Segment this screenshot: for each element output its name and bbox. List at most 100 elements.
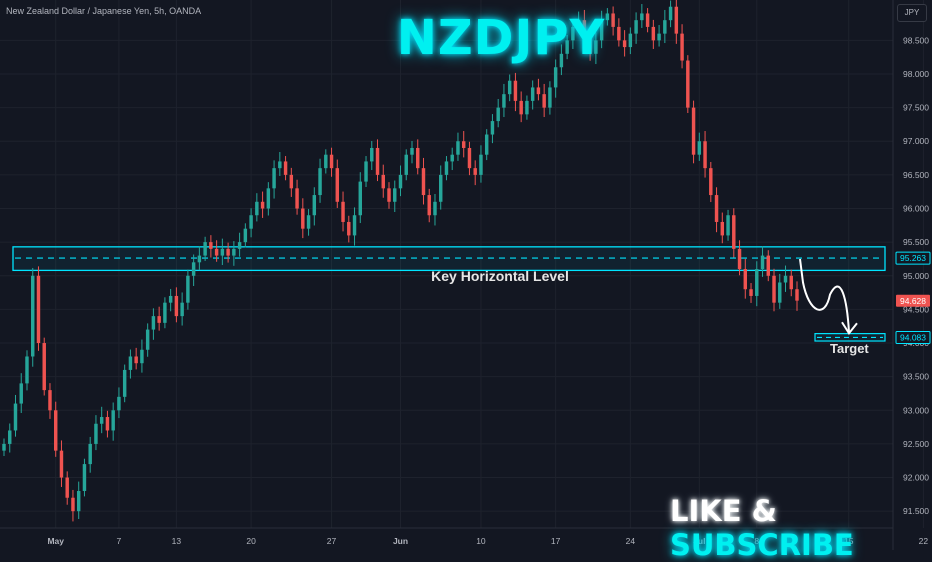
price-axis-label: 96.000 bbox=[903, 204, 929, 214]
candle-body bbox=[760, 255, 765, 270]
candle-body bbox=[42, 343, 46, 391]
time-axis-label: 17 bbox=[551, 536, 561, 546]
candle-body bbox=[295, 188, 299, 209]
candle-body bbox=[709, 168, 713, 196]
price-axis-label: 97.000 bbox=[903, 136, 929, 146]
time-axis-label: 24 bbox=[626, 536, 636, 546]
time-axis-label: Jun bbox=[393, 536, 408, 546]
candle-body bbox=[657, 33, 661, 41]
candle-body bbox=[565, 40, 569, 54]
candle-body bbox=[134, 356, 138, 364]
candle-body bbox=[203, 242, 207, 256]
price-axis-label: 91.500 bbox=[903, 506, 929, 516]
candle-body bbox=[576, 20, 581, 27]
candle-body bbox=[617, 26, 621, 41]
candle-body bbox=[496, 107, 500, 122]
price-axis-label: 97.500 bbox=[903, 103, 929, 113]
price-axis-label: 98.500 bbox=[903, 35, 929, 45]
candle-body bbox=[151, 316, 156, 330]
candle-body bbox=[686, 60, 690, 108]
candle-body bbox=[324, 154, 328, 169]
price-axis-label: 92.000 bbox=[903, 473, 929, 483]
cta-subscribe: SUBSCRIBE bbox=[670, 528, 854, 562]
candle-body bbox=[381, 174, 385, 189]
candle-body bbox=[8, 430, 12, 444]
like-subscribe-banner: LIKE & SUBSCRIBE bbox=[670, 494, 932, 562]
candle-body bbox=[749, 289, 753, 296]
instrument-info: New Zealand Dollar / Japanese Yen, 5h, O… bbox=[6, 6, 202, 16]
candle-body bbox=[347, 221, 351, 236]
candle-body bbox=[19, 383, 23, 404]
cta-like: LIKE & bbox=[670, 494, 777, 528]
candle-body bbox=[703, 141, 707, 169]
price-axis-label: 95.500 bbox=[903, 237, 929, 247]
target-marker-bg bbox=[895, 330, 931, 344]
price-axis-label: 96.500 bbox=[903, 170, 929, 180]
candle-body bbox=[663, 20, 667, 34]
price-axis-label: 93.000 bbox=[903, 405, 929, 415]
projection-arrowhead bbox=[841, 321, 858, 335]
candle-body bbox=[726, 215, 730, 236]
candle-body bbox=[519, 100, 523, 115]
candle-body bbox=[65, 477, 69, 498]
candle-body bbox=[502, 94, 506, 108]
time-axis-label: May bbox=[47, 536, 64, 546]
candle-body bbox=[105, 417, 110, 431]
candle-body bbox=[82, 464, 87, 492]
candle-body bbox=[588, 33, 592, 54]
candle-body bbox=[439, 174, 443, 202]
candle-body bbox=[272, 168, 276, 189]
price-axis-label: 92.500 bbox=[903, 439, 929, 449]
candle-body bbox=[226, 248, 230, 256]
candle-body bbox=[433, 201, 437, 216]
candle-body bbox=[427, 195, 431, 216]
candle-body bbox=[375, 147, 380, 175]
candle-body bbox=[628, 33, 633, 48]
candle-body bbox=[743, 269, 748, 290]
candle-body bbox=[737, 248, 742, 270]
candle-body bbox=[680, 33, 684, 61]
candle-body bbox=[13, 403, 18, 431]
time-axis-label: 27 bbox=[327, 536, 337, 546]
candle-body bbox=[145, 329, 150, 350]
candle-body bbox=[507, 80, 512, 95]
candle-body bbox=[301, 208, 305, 229]
candle-body bbox=[622, 40, 627, 48]
candle-body bbox=[789, 275, 793, 290]
candle-body bbox=[318, 168, 322, 196]
candle-body bbox=[289, 174, 294, 189]
candle-body bbox=[278, 161, 282, 169]
candle-body bbox=[140, 349, 144, 364]
candle-body bbox=[571, 26, 575, 41]
candle-body bbox=[536, 87, 541, 95]
price-axis-label: 95.000 bbox=[903, 271, 929, 281]
candle-body bbox=[306, 215, 311, 229]
candle-body bbox=[249, 215, 253, 229]
candle-body bbox=[461, 141, 466, 148]
candle-body bbox=[163, 302, 167, 323]
currency-badge[interactable]: JPY bbox=[897, 4, 927, 22]
time-axis-label: 22 bbox=[919, 536, 929, 546]
candle-body bbox=[766, 255, 770, 276]
candle-body bbox=[582, 20, 587, 34]
candle-body bbox=[209, 242, 213, 249]
candle-body bbox=[36, 275, 41, 344]
candle-body bbox=[525, 100, 529, 115]
candle-body bbox=[714, 195, 719, 222]
candle-body bbox=[220, 248, 225, 256]
candle-body bbox=[260, 201, 265, 209]
chart-background bbox=[0, 0, 932, 550]
candle-body bbox=[720, 221, 725, 236]
candle-body bbox=[191, 262, 196, 276]
price-chart[interactable]: 91.50092.00092.50093.00093.50094.00094.5… bbox=[0, 0, 932, 550]
candle-body bbox=[456, 141, 460, 155]
candle-body bbox=[94, 423, 98, 444]
candle-body bbox=[772, 275, 776, 303]
price-axis-label: 94.500 bbox=[903, 304, 929, 314]
candle-body bbox=[283, 161, 288, 175]
candle-body bbox=[697, 141, 702, 155]
candle-body bbox=[548, 87, 552, 108]
candle-body bbox=[341, 201, 345, 222]
candle-body bbox=[71, 497, 75, 512]
candle-body bbox=[243, 228, 248, 243]
